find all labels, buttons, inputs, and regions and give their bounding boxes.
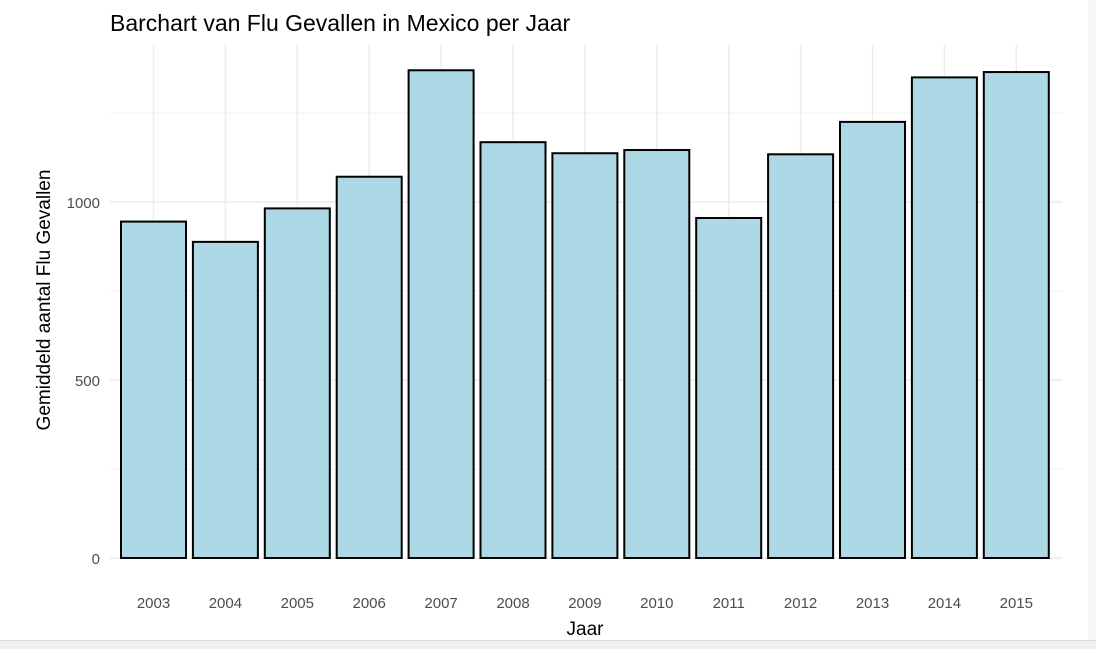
x-tick-label: 2008 [496,595,529,612]
bar-2003 [120,220,187,560]
x-tick-label: 2007 [424,595,457,612]
x-tick-label: 2013 [856,595,889,612]
bar-2010 [623,149,691,560]
x-tick-label: 2014 [928,595,961,612]
chart-title: Barchart van Flu Gevallen in Mexico per … [110,10,571,36]
bars [120,69,1050,560]
bar-2005 [263,207,331,560]
x-tick-label: 2004 [209,595,242,612]
bar-2008 [479,141,547,560]
y-axis-label: Gemiddeld aantal Flu Gevallen [34,170,55,431]
bar-2007 [407,69,475,559]
bar-2013 [839,120,906,560]
bar-2004 [191,240,259,559]
x-tick-label: 2010 [640,595,673,612]
x-tick-label: 2003 [137,595,170,612]
right-border-strip [1088,0,1096,640]
x-tick-label: 2006 [353,595,386,612]
bar-2011 [695,217,763,560]
x-tick-label: 2005 [281,595,314,612]
bar-2012 [767,153,835,560]
y-tick-label: 500 [75,373,100,390]
bar-2014 [910,76,978,560]
bar-2009 [551,152,619,559]
x-tick-label: 2011 [713,595,745,612]
x-tick-label: 2009 [568,595,601,612]
x-axis-label: Jaar [567,619,605,640]
x-tick-label: 2012 [784,595,817,612]
x-tick-label: 2015 [1000,595,1033,612]
y-tick-labels: 0 500 1000 [67,195,100,568]
bottom-border-strip [0,640,1096,649]
x-tick-labels: 2003 2004 2005 2006 2007 2008 2009 2010 2011 2012… [137,595,1033,612]
bar-2006 [335,175,403,559]
y-tick-label: 1000 [67,195,100,212]
bar-2015 [982,71,1050,559]
y-tick-label: 0 [92,551,100,568]
